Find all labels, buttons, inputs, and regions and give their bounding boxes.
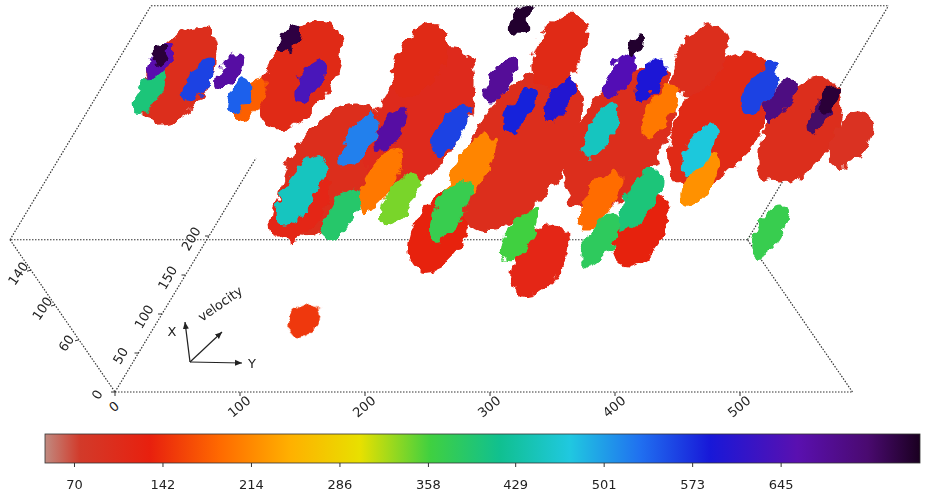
x-tick-label: 200: [178, 224, 203, 253]
velocity-axis-title: velocity: [195, 283, 245, 325]
y-tick-label: 300: [475, 393, 504, 420]
colorbar-tick: [339, 463, 340, 467]
colorbar-tick-label: 501: [592, 477, 617, 492]
clump: [142, 38, 179, 82]
clump: [275, 23, 304, 57]
x-tick: [182, 275, 186, 276]
axis-triad: [185, 322, 242, 363]
y-tick-label: 0: [106, 398, 122, 415]
triad-velocity-arrow: [190, 332, 222, 362]
y-tick-label: 200: [350, 393, 379, 420]
colorbar-tick-label: 358: [416, 477, 441, 492]
clump: [373, 167, 426, 232]
velocity-tick-label: 100: [29, 294, 56, 323]
x-tick: [158, 314, 162, 315]
triad-x-arrow: [185, 322, 190, 362]
ticks: [27, 236, 740, 396]
floor-right-edge: [748, 240, 853, 392]
clump: [314, 183, 367, 248]
x-tick-label: 0: [89, 387, 106, 402]
clump: [147, 41, 172, 69]
axis-titles: Xvelocity Y: [168, 283, 256, 371]
chart: 010020030040050005010015020060100140Xvel…: [0, 0, 947, 501]
clump: [424, 98, 477, 163]
clump: [380, 14, 461, 106]
y-tick-label: 100: [225, 393, 254, 420]
clump: [574, 98, 627, 163]
colorbar: 70 142 214 286 358 429 501 573 645: [45, 434, 920, 492]
colorbar-tick: [74, 463, 75, 467]
y-axis-title: Y: [247, 356, 256, 371]
clump: [288, 53, 333, 107]
colorbar-tick-label: 429: [503, 477, 528, 492]
tick-labels: 010020030040050005010015020060100140: [5, 224, 753, 420]
colorbar-tick: [515, 463, 516, 467]
velocity-axis-line: [10, 240, 115, 392]
clump: [368, 103, 413, 157]
x-tick: [111, 392, 115, 393]
clump: [177, 53, 222, 107]
x-axis-title: X: [168, 324, 177, 339]
clump: [758, 73, 803, 127]
y-axis-line: [115, 391, 853, 392]
colorbar-tick: [692, 463, 693, 467]
x-tick: [205, 236, 209, 237]
clump: [212, 48, 249, 92]
y-tick-label: 500: [725, 393, 754, 420]
box-frame: [10, 6, 889, 392]
colorbar-tick: [428, 463, 429, 467]
colorbar-tick-label: 142: [151, 477, 176, 492]
clumps: [125, 1, 880, 344]
clump: [478, 53, 523, 107]
clump: [623, 31, 648, 59]
clump: [673, 118, 726, 183]
y-tick: [115, 392, 116, 396]
clump: [283, 296, 326, 344]
colorbar-tick: [251, 463, 252, 467]
colorbar-tick-label: 70: [66, 477, 83, 492]
colorbar-tick-label: 645: [769, 477, 794, 492]
clump: [493, 203, 546, 268]
x-tick-label: 150: [155, 263, 180, 292]
clump: [504, 1, 536, 39]
clump: [598, 48, 643, 102]
back-left-edge: [10, 6, 151, 240]
x-tick-label: 50: [110, 345, 131, 367]
top-back-edge: [151, 5, 889, 6]
x-axis-line: [115, 158, 256, 392]
colorbar-tick-label: 214: [239, 477, 264, 492]
velocity-tick-label: 140: [5, 259, 32, 288]
clump: [609, 162, 670, 237]
triad-y-arrow: [190, 362, 242, 363]
clump: [420, 172, 481, 247]
clump: [815, 83, 844, 117]
colorbar-tick: [781, 463, 782, 467]
clump: [520, 4, 601, 96]
colorbar-tick-label: 573: [680, 477, 705, 492]
clump: [538, 73, 583, 127]
clump: [744, 198, 797, 263]
x-tick: [135, 353, 139, 354]
colorbar-tick: [604, 463, 605, 467]
plot-area: [125, 1, 880, 344]
colorbar-tick: [162, 463, 163, 467]
velocity-tick-label: 60: [55, 332, 77, 354]
colorbar-bar: [45, 434, 920, 463]
y-tick-label: 400: [600, 393, 629, 420]
colorbar-tick-label: 286: [328, 477, 353, 492]
x-tick-label: 100: [131, 302, 156, 331]
